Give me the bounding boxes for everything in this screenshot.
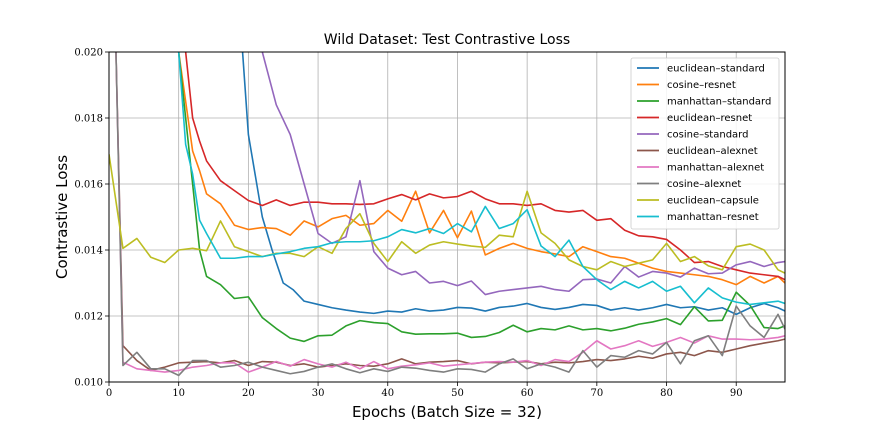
legend-label-cosine-alexnet: cosine–alexnet: [667, 179, 741, 190]
x-tick-label: 60: [521, 388, 534, 399]
legend-label-cosine-resnet: cosine–resnet: [667, 80, 736, 91]
chart-title: Wild Dataset: Test Contrastive Loss: [324, 32, 570, 48]
series-line-manhattan-standard: [177, 52, 785, 343]
series-line-cosine-standard: [261, 52, 785, 296]
x-axis-title: Epochs (Batch Size = 32): [352, 403, 542, 421]
legend-label-euclidean-resnet: euclidean–resnet: [667, 113, 752, 124]
series-line-manhattan-alexnet: [115, 52, 785, 373]
x-tick-label: 20: [242, 388, 255, 399]
series-line-euclidean-capsule: [109, 154, 785, 274]
legend-label-manhattan-standard: manhattan–standard: [667, 97, 771, 108]
y-tick-label: 0.012: [74, 312, 103, 323]
y-axis-title: Contrastive Loss: [53, 155, 71, 279]
legend-label-euclidean-capsule: euclidean–capsule: [667, 196, 759, 207]
y-tick-label: 0.016: [74, 180, 103, 191]
x-tick-label: 0: [106, 388, 112, 399]
series-line-euclidean-resnet: [184, 52, 785, 281]
plot-frame: [108, 51, 786, 383]
x-tick-label: 10: [172, 388, 185, 399]
legend-label-euclidean-standard: euclidean–standard: [667, 64, 765, 75]
y-tick-label: 0.018: [74, 114, 103, 125]
legend: euclidean–standard cosine–resnet manhattan…: [630, 57, 780, 230]
series-line-cosine-alexnet: [115, 52, 785, 377]
x-tick-label: 40: [381, 388, 394, 399]
legend-label-cosine-standard: cosine–standard: [667, 130, 748, 141]
x-tick-label: 90: [730, 388, 743, 399]
x-tick-label: 50: [451, 388, 464, 399]
ticks: 0 10 20 30 40 50 60 70 80 90 0.010 0.012 0.014 0.016 0…: [74, 48, 742, 400]
legend-label-euclidean-alexnet: euclidean–alexnet: [667, 146, 758, 157]
y-tick-label: 0.020: [74, 48, 103, 59]
series-line-euclidean-standard: [241, 52, 785, 316]
series-layer: [109, 52, 785, 377]
legend-box: [630, 57, 780, 230]
x-tick-label: 80: [660, 388, 673, 399]
x-tick-label: 30: [312, 388, 325, 399]
y-tick-label: 0.014: [74, 246, 103, 257]
y-tick-label: 0.010: [74, 378, 103, 389]
legend-label-manhattan-resnet: manhattan–resnet: [667, 212, 759, 223]
legend-label-manhattan-alexnet: manhattan–alexnet: [667, 163, 764, 174]
x-tick-label: 70: [590, 388, 603, 399]
series-line-manhattan-resnet: [177, 52, 785, 306]
